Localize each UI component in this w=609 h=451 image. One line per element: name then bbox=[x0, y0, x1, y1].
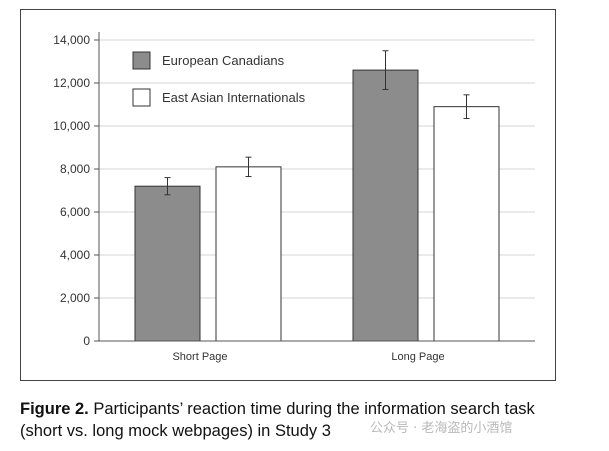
legend: European Canadians East Asian Internation… bbox=[132, 51, 306, 107]
axes: 0 2,000 4,000 6,000 8,000 10,000 12,000 14,000 S… bbox=[53, 32, 535, 363]
legend-swatch bbox=[132, 51, 151, 70]
caption-label: Figure 2. bbox=[20, 400, 89, 418]
bar-east-asian-internationals-short-page bbox=[215, 166, 282, 342]
caption-text: Participants’ reaction time during the i… bbox=[20, 400, 535, 440]
y-tick-label: 8,000 bbox=[60, 162, 90, 176]
bar-european-canadians-long-page bbox=[352, 69, 419, 342]
y-tick-label: 6,000 bbox=[60, 205, 90, 219]
y-tick-label: 14,000 bbox=[53, 33, 90, 47]
y-tick-label: 2,000 bbox=[60, 291, 90, 305]
figure-frame: 0 2,000 4,000 6,000 8,000 10,000 12,000 14,000 S… bbox=[20, 9, 556, 381]
legend-label: East Asian Internationals bbox=[162, 90, 306, 105]
figure-caption: Figure 2. Participants’ reaction time du… bbox=[20, 398, 580, 442]
x-category-label: Short Page bbox=[172, 351, 227, 363]
y-tick-label: 12,000 bbox=[53, 76, 90, 90]
watermark-text: 公众号 · 老海盗的小酒馆 bbox=[370, 421, 513, 436]
legend-label: European Canadians bbox=[162, 53, 285, 68]
x-category-label: Long Page bbox=[391, 351, 444, 363]
y-tick-label: 0 bbox=[83, 334, 90, 348]
bar-east-asian-internationals-long-page bbox=[433, 106, 500, 342]
y-tick-label: 10,000 bbox=[53, 119, 90, 133]
bar-chart: 0 2,000 4,000 6,000 8,000 10,000 12,000 14,000 S… bbox=[53, 32, 535, 363]
bars bbox=[134, 50, 500, 342]
legend-swatch bbox=[132, 88, 151, 107]
y-tick-label: 4,000 bbox=[60, 248, 90, 262]
bar-european-canadians-short-page bbox=[134, 185, 201, 342]
